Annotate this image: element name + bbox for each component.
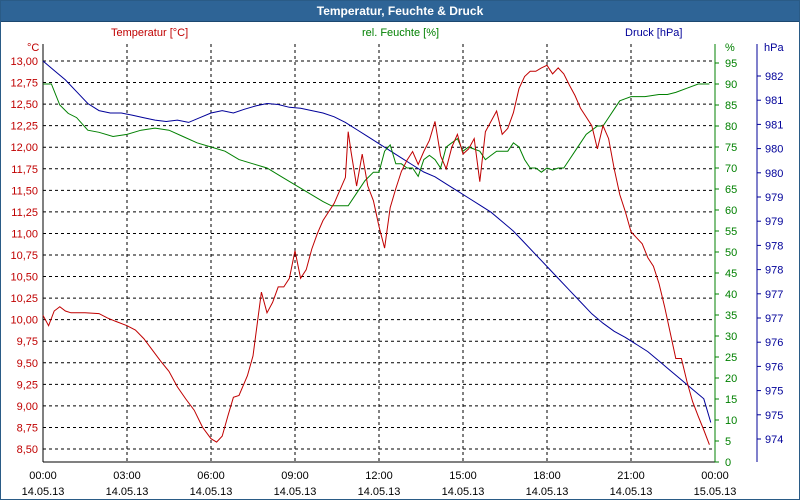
- hum-tick-label: 20: [725, 373, 737, 385]
- hum-tick-label: 70: [725, 163, 737, 175]
- temp-tick-label: 11,75: [11, 164, 38, 176]
- hum-tick-label: 90: [725, 79, 737, 91]
- hum-tick-label: 45: [725, 268, 737, 280]
- temp-tick-label: 11,25: [11, 207, 38, 219]
- press-tick-label: 981: [765, 95, 783, 107]
- hum-tick-label: 65: [725, 184, 737, 196]
- press-tick-label: 976: [765, 337, 783, 349]
- axes-layer: [42, 44, 758, 463]
- hum-tick-label: 85: [725, 100, 737, 112]
- hum-tick-label: 10: [725, 415, 737, 427]
- press-tick-label: 977: [765, 289, 783, 301]
- temp-tick-label: 8,75: [17, 422, 38, 434]
- press-tick-label: 981: [765, 119, 783, 131]
- temp-axis-label: Temperatur [°C]: [111, 27, 188, 39]
- temp-tick-label: 10,50: [10, 272, 38, 284]
- temp-tick-label: 11,50: [11, 185, 38, 197]
- temp-tick-label: 9,00: [17, 401, 38, 413]
- temp-tick-label: 12,25: [10, 121, 38, 133]
- press-tick-label: 979: [765, 216, 783, 228]
- x-tick-time: 15:00: [449, 470, 477, 482]
- x-tick-date: 14.05.13: [22, 486, 65, 498]
- x-tick-time: 00:00: [29, 470, 57, 482]
- hum-tick-label: 75: [725, 142, 737, 154]
- tick-layer: 13,00 12,75 12,50 12,25 12,00 11,75 11,50 11,25…: [10, 56, 783, 498]
- x-tick-date: 14.05.13: [190, 486, 233, 498]
- temp-tick-label: 9,75: [17, 336, 38, 348]
- temp-tick-label: 8,50: [17, 444, 38, 456]
- grid-layer: [42, 44, 716, 462]
- press-tick-label: 978: [765, 240, 783, 252]
- hum-tick-label: 60: [725, 205, 737, 217]
- hum-tick-label: 55: [725, 226, 737, 238]
- chart-title: Temperatur, Feuchte & Druck: [316, 4, 484, 18]
- press-tick-label: 975: [765, 410, 783, 422]
- hum-tick-label: 15: [725, 394, 737, 406]
- press-tick-label: 975: [765, 386, 783, 398]
- x-tick-date: 15.05.13: [694, 486, 737, 498]
- press-tick-label: 976: [765, 361, 783, 373]
- hum-tick-label: 50: [725, 247, 737, 259]
- temp-tick-label: 11,00: [11, 228, 38, 240]
- x-tick-date: 14.05.13: [106, 486, 149, 498]
- x-tick-date: 14.05.13: [274, 486, 317, 498]
- humidity-series-line: [43, 83, 710, 207]
- press-tick-label: 980: [765, 168, 783, 180]
- temp-tick-label: 13,00: [10, 56, 38, 68]
- hum-unit-label: %: [725, 42, 735, 54]
- press-axis-label: Druck [hPa]: [625, 27, 682, 39]
- x-tick-time: 12:00: [365, 470, 393, 482]
- x-tick-time: 18:00: [533, 470, 561, 482]
- pressure-series-line: [42, 60, 712, 423]
- temperature-series-line: [42, 64, 710, 445]
- temp-tick-label: 9,50: [17, 358, 38, 370]
- x-tick-date: 14.05.13: [610, 486, 653, 498]
- x-tick-time: 21:00: [617, 470, 645, 482]
- temp-tick-label: 10,00: [10, 315, 38, 327]
- press-tick-label: 977: [765, 313, 783, 325]
- hum-tick-label: 5: [725, 436, 731, 448]
- temp-tick-label: 10,75: [10, 250, 38, 262]
- hum-tick-label: 25: [725, 352, 737, 364]
- press-tick-label: 974: [765, 434, 783, 446]
- x-tick-time: 09:00: [281, 470, 309, 482]
- x-tick-time: 00:00: [701, 470, 729, 482]
- temp-tick-label: 9,25: [17, 379, 38, 391]
- temp-tick-label: 12,75: [10, 78, 38, 90]
- hum-tick-label: 30: [725, 331, 737, 343]
- press-unit-label: hPa: [764, 42, 784, 54]
- hum-tick-label: 0: [725, 457, 731, 469]
- x-tick-time: 03:00: [113, 470, 141, 482]
- press-tick-label: 979: [765, 192, 783, 204]
- press-tick-label: 978: [765, 265, 783, 277]
- temp-tick-label: 12,00: [10, 142, 38, 154]
- title-bar: Temperatur, Feuchte & Druck: [1, 1, 799, 22]
- hum-tick-label: 80: [725, 121, 737, 133]
- temp-tick-label: 12,50: [10, 99, 38, 111]
- hum-tick-label: 35: [725, 310, 737, 322]
- press-tick-label: 980: [765, 144, 783, 156]
- temp-unit-label: °C: [27, 42, 39, 54]
- hum-tick-label: 95: [725, 58, 737, 70]
- x-tick-date: 14.05.13: [526, 486, 569, 498]
- x-tick-date: 14.05.13: [358, 486, 401, 498]
- press-tick-label: 982: [765, 71, 783, 83]
- hum-axis-label: rel. Feuchte [%]: [362, 27, 439, 39]
- temp-tick-label: 10,25: [10, 293, 38, 305]
- x-tick-time: 06:00: [197, 470, 225, 482]
- x-tick-date: 14.05.13: [442, 486, 485, 498]
- series-layer: [42, 60, 712, 445]
- hum-tick-label: 40: [725, 289, 737, 301]
